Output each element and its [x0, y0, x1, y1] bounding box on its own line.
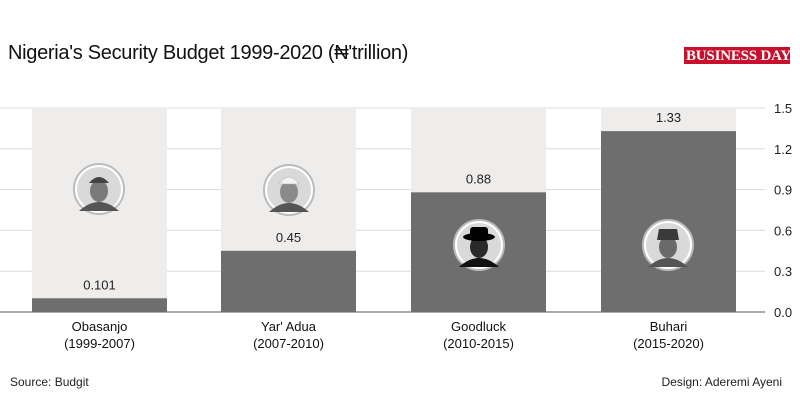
data-label: 0.101	[83, 277, 116, 292]
bar	[32, 298, 167, 312]
portrait-cap	[278, 176, 300, 185]
data-label: 0.45	[276, 230, 301, 245]
design-credit: Design: Aderemi Ayeni	[661, 375, 782, 389]
portrait-shoulders	[648, 258, 688, 267]
category-period: (1999-2007)	[64, 336, 135, 351]
portrait-cap	[657, 229, 679, 240]
portrait-cap	[89, 177, 109, 183]
category-label: Buhari	[650, 319, 688, 334]
source-note: Source: Budgit	[10, 375, 89, 389]
portrait-obasanjo-icon	[73, 163, 125, 215]
y-tick-label: 0.9	[774, 183, 792, 198]
category-label: Obasanjo	[72, 319, 128, 334]
businessday-logo: BUSINESS DAY	[684, 46, 792, 66]
category-period: (2015-2020)	[633, 336, 704, 351]
portrait-buhari-icon	[642, 219, 694, 271]
portrait-face	[90, 180, 108, 202]
portrait-face	[659, 236, 677, 258]
y-tick-label: 0.6	[774, 223, 792, 238]
data-label: 1.33	[656, 110, 681, 125]
portrait-shoulders	[79, 202, 119, 211]
portrait-face	[470, 236, 488, 258]
y-tick-label: 0.0	[774, 305, 792, 320]
category-period: (2010-2015)	[443, 336, 514, 351]
portrait-goodluck-icon	[453, 219, 505, 271]
category-label: Yar' Adua	[261, 319, 317, 334]
chart-title: Nigeria's Security Budget 1999-2020 (₦'t…	[8, 42, 409, 64]
portrait-shoulders	[459, 258, 499, 267]
y-tick-label: 0.3	[774, 264, 792, 279]
portrait-hat-crown	[470, 227, 488, 237]
portrait-yaradua-icon	[263, 164, 315, 216]
bar	[221, 250, 356, 312]
category-period: (2007-2010)	[253, 336, 324, 351]
logo-band	[684, 47, 790, 64]
category-label: Goodluck	[451, 319, 506, 334]
portrait-face	[280, 181, 298, 203]
y-tick-label: 1.2	[774, 142, 792, 157]
portrait-shoulders	[269, 203, 309, 212]
logo-text: BUSINESS DAY	[686, 47, 792, 64]
y-tick-label: 1.5	[774, 101, 792, 116]
data-label: 0.88	[466, 171, 491, 186]
